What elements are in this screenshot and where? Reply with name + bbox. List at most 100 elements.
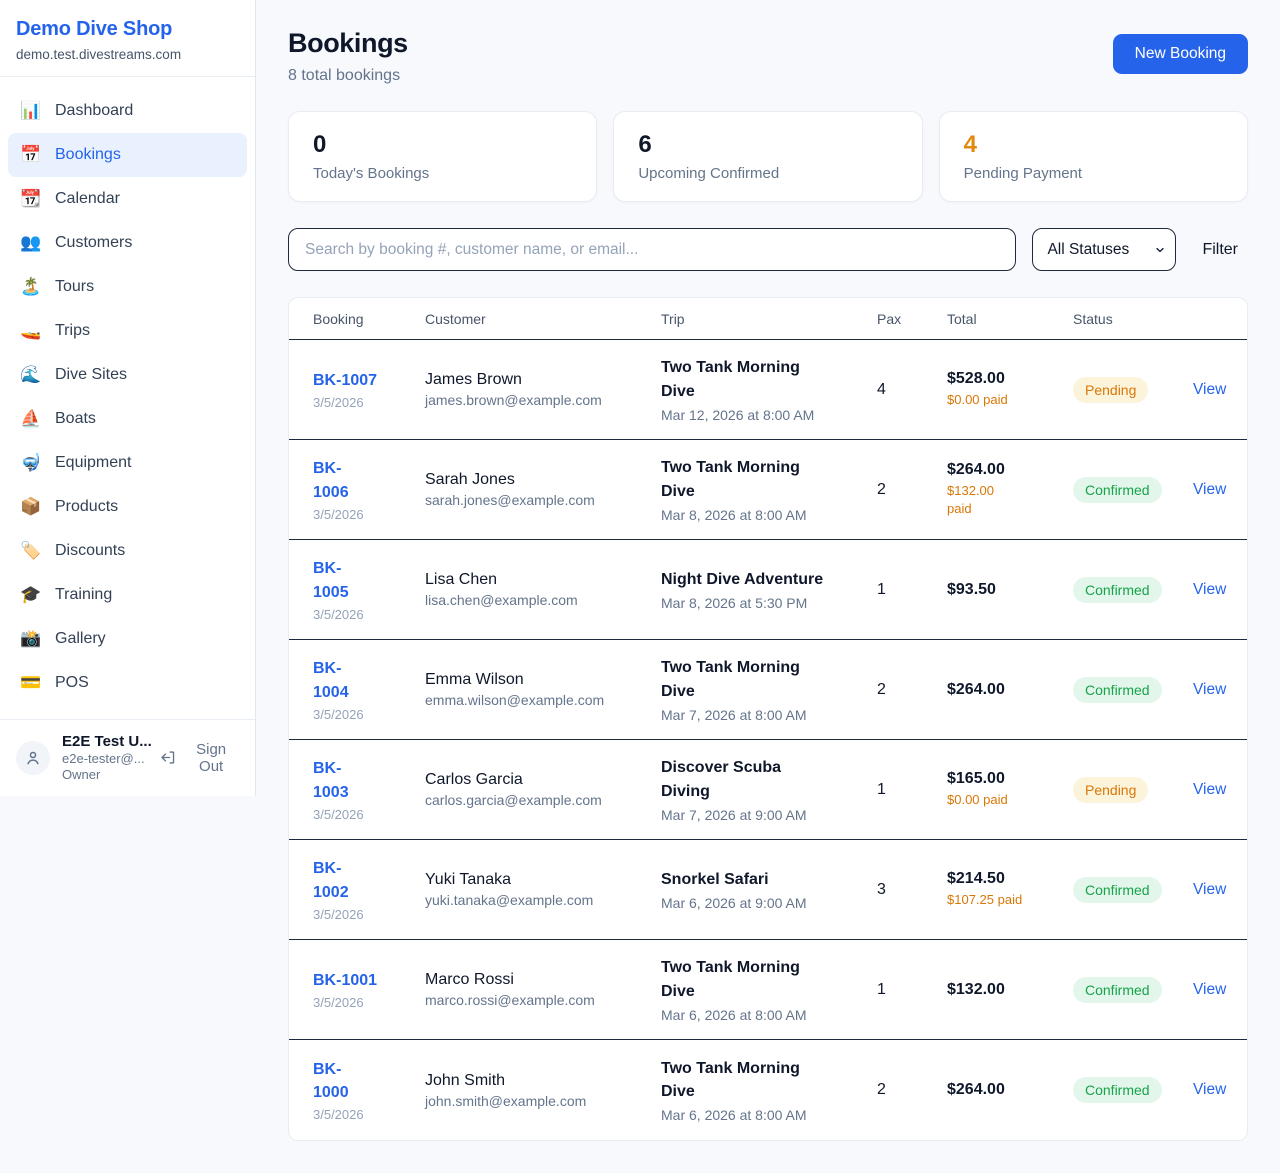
pax-count: 1 (877, 580, 886, 598)
stat-todays-bookings: 0 Today's Bookings (288, 111, 598, 202)
shop-domain: demo.test.divestreams.com (16, 47, 182, 62)
sidebar-item-dive-sites[interactable]: 🌊 Dive Sites (20, 365, 128, 384)
view-link[interactable]: View (1193, 580, 1227, 598)
table-row: BK-1007 3/5/2026 James Brown james.brown… (289, 340, 1247, 440)
pax-count: 3 (877, 880, 886, 898)
stat-label: Upcoming Confirmed (638, 165, 780, 182)
package-icon: 📦 (20, 497, 42, 516)
booking-number-link[interactable]: BK- 1003 (313, 760, 349, 801)
calendar-date-icon: 📅 (20, 145, 42, 164)
trip-datetime: Mar 6, 2026 at 9:00 AM (661, 895, 807, 912)
booking-number-link[interactable]: BK- 1006 (313, 460, 349, 501)
booking-number-link[interactable]: BK-1001 (313, 971, 378, 989)
sidebar-item-bookings[interactable]: 📅 Bookings (8, 133, 247, 177)
new-booking-button[interactable]: New Booking (1112, 34, 1248, 74)
status-badge: Confirmed (1073, 1077, 1162, 1103)
customer-name: Marco Rossi (425, 971, 514, 988)
bookings-table: Booking Customer Trip Pax Total Status B… (288, 297, 1248, 1141)
pax-count: 1 (877, 780, 886, 798)
sidebar-item-dashboard[interactable]: 📊 Dashboard (20, 101, 134, 120)
sidebar-item-discounts[interactable]: 🏷️ Discounts (20, 541, 126, 560)
stat-label: Today's Bookings (313, 165, 430, 182)
customer-name: James Brown (425, 371, 522, 388)
avatar (16, 740, 50, 775)
trip-name: Snorkel Safari (661, 870, 769, 888)
sidebar-item-customers[interactable]: 👥 Customers (20, 233, 133, 252)
column-header-total: Total (947, 310, 977, 327)
sidebar-item-training[interactable]: 🎓 Training (20, 585, 113, 604)
stat-upcoming-confirmed: 6 Upcoming Confirmed (613, 111, 923, 202)
search-input[interactable] (288, 228, 1017, 271)
status-filter: All Statuses (1032, 228, 1177, 271)
view-link[interactable]: View (1193, 780, 1227, 798)
column-header-trip: Trip (661, 310, 685, 327)
pax-count: 1 (877, 980, 886, 998)
view-link[interactable]: View (1193, 980, 1227, 998)
user-info: E2E Test U... e2e-tester@... Owner (62, 733, 152, 782)
customer-name: Carlos Garcia (425, 771, 523, 788)
pax-count: 2 (877, 1081, 886, 1098)
graduation-cap-icon: 🎓 (20, 585, 42, 604)
sidebar-item-tours[interactable]: 🏝️ Tours (20, 277, 95, 296)
booking-date: 3/5/2026 (313, 506, 364, 522)
booking-number-link[interactable]: BK- 1004 (313, 660, 349, 701)
booking-number-link[interactable]: BK-1007 (313, 371, 378, 389)
user-email: e2e-tester@... (62, 751, 145, 766)
sidebar-nav: 📊 Dashboard 📅 Bookings 📆 Calendar 👥 Cust… (0, 77, 255, 719)
booking-date: 3/5/2026 (313, 606, 364, 622)
sidebar-item-equipment[interactable]: 🤿 Equipment (20, 453, 132, 472)
trip-datetime: Mar 6, 2026 at 8:00 AM (661, 1006, 807, 1023)
customer-email: yuki.tanaka@example.com (425, 892, 594, 908)
view-link[interactable]: View (1193, 380, 1227, 398)
trip-datetime: Mar 6, 2026 at 8:00 AM (661, 1107, 807, 1124)
trip-name: Discover Scuba Diving (661, 759, 782, 800)
booking-date: 3/5/2026 (313, 395, 364, 411)
total-amount: $528.00 (947, 369, 1005, 387)
sidebar-item-trips[interactable]: 🚤 Trips (20, 321, 90, 340)
bookings-count: 8 total bookings (288, 67, 401, 84)
sailboat-icon: ⛵ (20, 409, 42, 428)
trip-datetime: Mar 8, 2026 at 5:30 PM (661, 595, 808, 612)
sidebar: Demo Dive Shop demo.test.divestreams.com… (0, 0, 256, 796)
paid-amount: $132.00 paid (947, 482, 994, 516)
view-link[interactable]: View (1193, 880, 1227, 898)
stat-value: 4 (963, 131, 978, 158)
pax-count: 4 (877, 380, 886, 398)
page-header: Bookings 8 total bookings New Booking (288, 28, 1248, 85)
booking-date: 3/5/2026 (313, 706, 364, 722)
status-filter-select[interactable]: All Statuses (1032, 228, 1177, 271)
view-link[interactable]: View (1193, 480, 1227, 498)
view-link[interactable]: View (1193, 680, 1227, 698)
sidebar-item-calendar[interactable]: 📆 Calendar (20, 189, 120, 208)
booking-number-link[interactable]: BK- 1002 (313, 860, 349, 901)
trip-name: Two Tank Morning Dive (661, 959, 800, 1000)
tear-off-calendar-icon: 📆 (20, 189, 42, 208)
bar-chart-icon: 📊 (20, 101, 42, 120)
trip-datetime: Mar 12, 2026 at 8:00 AM (661, 406, 815, 423)
sign-out-button[interactable]: Sign Out (160, 741, 239, 775)
trip-name: Two Tank Morning Dive (661, 359, 800, 400)
trip-name: Two Tank Morning Dive (661, 459, 800, 500)
stat-pending-payment: 4 Pending Payment (938, 111, 1248, 202)
table-row: BK- 1003 3/5/2026 Carlos Garcia carlos.g… (289, 740, 1247, 840)
view-link[interactable]: View (1193, 1081, 1227, 1098)
total-amount: $214.50 (947, 869, 1005, 887)
page-title: Bookings (288, 28, 408, 58)
sidebar-item-products[interactable]: 📦 Products (20, 497, 119, 516)
sidebar-item-pos[interactable]: 💳 POS (20, 673, 89, 692)
booking-date: 3/5/2026 (313, 995, 364, 1011)
logout-icon (161, 751, 175, 764)
camera-icon: 📸 (20, 629, 42, 648)
trip-datetime: Mar 7, 2026 at 9:00 AM (661, 806, 807, 823)
table-row: BK- 1000 3/5/2026 John Smith john.smith@… (289, 1040, 1247, 1140)
trip-name: Night Dive Adventure (661, 570, 824, 588)
filter-button[interactable]: Filter (1192, 241, 1248, 259)
sidebar-item-boats[interactable]: ⛵ Boats (20, 409, 96, 428)
sidebar-item-gallery[interactable]: 📸 Gallery (20, 629, 106, 648)
credit-card-icon: 💳 (20, 673, 42, 692)
booking-number-link[interactable]: BK- 1000 (313, 1060, 349, 1101)
trip-name: Two Tank Morning Dive (661, 659, 800, 700)
stat-value: 6 (638, 131, 652, 158)
booking-number-link[interactable]: BK- 1005 (313, 560, 349, 601)
total-amount: $264.00 (947, 460, 1005, 478)
